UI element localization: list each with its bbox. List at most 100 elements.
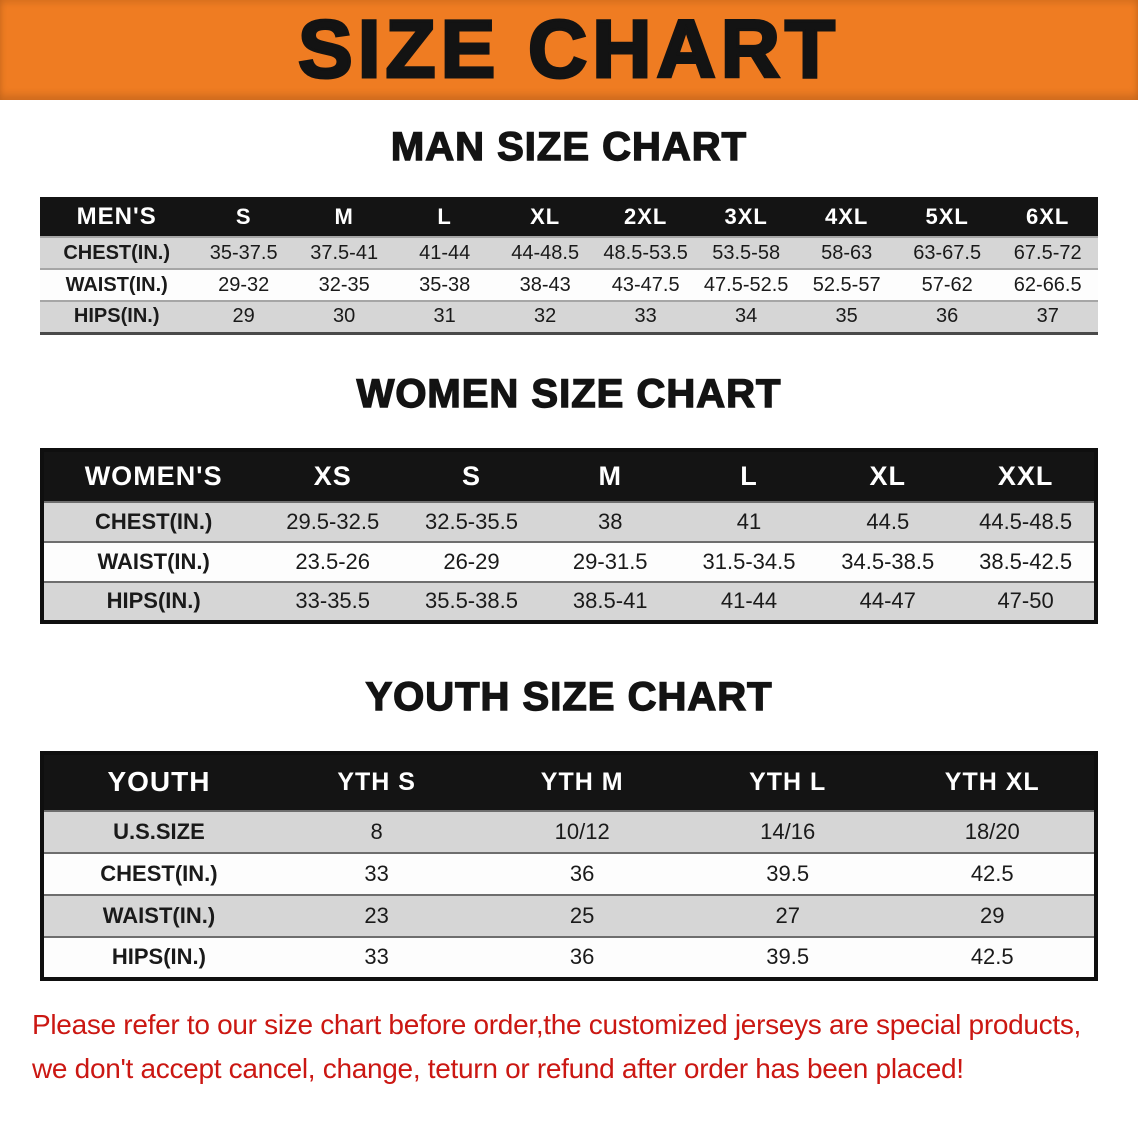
cell-value: 10/12 [479,809,685,853]
women-size-table: WOMEN'S XS S M L XL XXL CHEST(IN.) 29.5-32.5 32.5… [40,447,1098,624]
women-size-col-m: M [540,449,680,502]
cell-value: 34.5-38.5 [818,540,958,582]
men-size-chart-heading: MAN SIZE CHART [390,124,748,169]
youth-size-col-ythm: YTH M [479,752,685,811]
cell-value: 32.5-35.5 [402,500,541,542]
cell-value: 39.5 [684,851,891,895]
men-size-table: MEN'S S M L XL 2XL 3XL 4XL 5XL 6XL CHEST(IN.) 35-37… [40,197,1098,335]
cell-value: 29-31.5 [540,540,680,582]
cell-value: 44-48.5 [494,236,596,269]
men-size-col-5xl: 5XL [896,197,998,237]
cell-value: 31 [394,300,495,333]
youth-size-table: YOUTH YTH S YTH M YTH L YTH XL U.S.SIZE 8 10/12… [40,750,1098,981]
men-size-col-2xl: 2XL [595,197,696,237]
youth-corner-label: YOUTH [42,752,274,811]
cell-value: 53.5-58 [695,236,797,269]
youth-size-col-ythl: YTH L [684,752,891,811]
men-size-col-6xl: 6XL [997,197,1098,237]
row-label: CHEST(IN.) [42,851,274,895]
row-label: WAIST(IN.) [40,268,194,301]
women-row-chestin: CHEST(IN.) 29.5-32.5 32.5-35.5 38 41 44.5 44.5… [42,500,1096,542]
men-size-col-m: M [293,197,395,237]
cell-value: 43-47.5 [595,268,696,301]
cell-value: 67.5-72 [997,236,1098,269]
cell-value: 34 [695,300,797,333]
women-size-col-xxl: XXL [957,449,1096,502]
women-row-hipsin: HIPS(IN.) 33-35.5 35.5-38.5 38.5-41 41-44 44-… [42,580,1096,622]
cell-value: 33 [273,851,480,895]
youth-size-col-yths: YTH S [273,752,480,811]
women-row-waistin: WAIST(IN.) 23.5-26 26-29 29-31.5 31.5-34.5 34… [42,540,1096,582]
cell-value: 47-50 [957,580,1096,622]
cell-value: 36 [479,935,685,979]
cell-value: 58-63 [796,236,897,269]
cell-value: 32-35 [293,268,395,301]
size-chart-banner: SIZE CHART [0,0,1138,100]
cell-value: 32 [494,300,596,333]
cell-value: 38.5-42.5 [957,540,1096,582]
cell-value: 29-32 [193,268,294,301]
cell-value: 36 [896,300,998,333]
women-size-col-xs: XS [263,449,403,502]
cell-value: 38-43 [494,268,596,301]
cell-value: 37.5-41 [293,236,395,269]
cell-value: 33-35.5 [263,580,403,622]
row-label: HIPS(IN.) [42,935,274,979]
cell-value: 37 [997,300,1098,333]
cell-value: 63-67.5 [896,236,998,269]
cell-value: 29.5-32.5 [263,500,403,542]
cell-value: 38.5-41 [540,580,680,622]
cell-value: 42.5 [890,851,1096,895]
youth-size-chart-heading: YOUTH SIZE CHART [365,674,773,719]
women-size-col-xl: XL [818,449,958,502]
men-corner-label: MEN'S [40,197,194,237]
cell-value: 44.5 [818,500,958,542]
cell-value: 36 [479,851,685,895]
men-size-col-3xl: 3XL [695,197,797,237]
women-size-chart-heading: WOMEN SIZE CHART [356,371,782,416]
footer-line-2: we don't accept cancel, change, teturn o… [32,1052,964,1084]
row-label: CHEST(IN.) [40,236,194,269]
youth-row-chestin: CHEST(IN.) 33 36 39.5 42.5 [42,851,1096,895]
cell-value: 25 [479,893,685,937]
cell-value: 35-38 [394,268,495,301]
men-size-col-4xl: 4XL [796,197,897,237]
cell-value: 33 [273,935,480,979]
men-row-waistin: WAIST(IN.) 29-32 32-35 35-38 38-43 43-47.5 47.… [40,268,1098,301]
cell-value: 14/16 [684,809,891,853]
cell-value: 35.5-38.5 [402,580,541,622]
women-size-col-l: L [679,449,819,502]
cell-value: 42.5 [890,935,1096,979]
men-row-chestin: CHEST(IN.) 35-37.5 37.5-41 41-44 44-48.5 48.5… [40,236,1098,269]
cell-value: 38 [540,500,680,542]
row-label: CHEST(IN.) [42,500,264,542]
men-size-col-l: L [394,197,495,237]
cell-value: 41-44 [679,580,819,622]
cell-value: 26-29 [402,540,541,582]
cell-value: 39.5 [684,935,891,979]
cell-value: 29 [890,893,1096,937]
cell-value: 31.5-34.5 [679,540,819,582]
men-size-col-s: S [193,197,294,237]
youth-row-ussize: U.S.SIZE 8 10/12 14/16 18/20 [42,809,1096,853]
row-label: HIPS(IN.) [40,300,194,333]
men-header-row: MEN'S S M L XL 2XL 3XL 4XL 5XL 6XL [40,197,1098,237]
sections: MAN SIZE CHART MEN'S S M L XL 2XL 3XL 4XL 5XL 6XL C… [0,124,1138,981]
cell-value: 48.5-53.5 [595,236,696,269]
cell-value: 35-37.5 [193,236,294,269]
size-chart-title: SIZE CHART [297,4,840,95]
youth-size-col-ythxl: YTH XL [890,752,1096,811]
cell-value: 41 [679,500,819,542]
cell-value: 44-47 [818,580,958,622]
cell-value: 62-66.5 [997,268,1098,301]
cell-value: 27 [684,893,891,937]
footer-line-1: Please refer to our size chart before or… [32,1008,1082,1040]
cell-value: 41-44 [394,236,495,269]
cell-value: 23.5-26 [263,540,403,582]
cell-value: 8 [273,809,480,853]
cell-value: 52.5-57 [796,268,897,301]
women-corner-label: WOMEN'S [42,449,264,502]
footer-note: Please refer to our size chart before or… [0,1003,1138,1091]
youth-row-waistin: WAIST(IN.) 23 25 27 29 [42,893,1096,937]
cell-value: 57-62 [896,268,998,301]
